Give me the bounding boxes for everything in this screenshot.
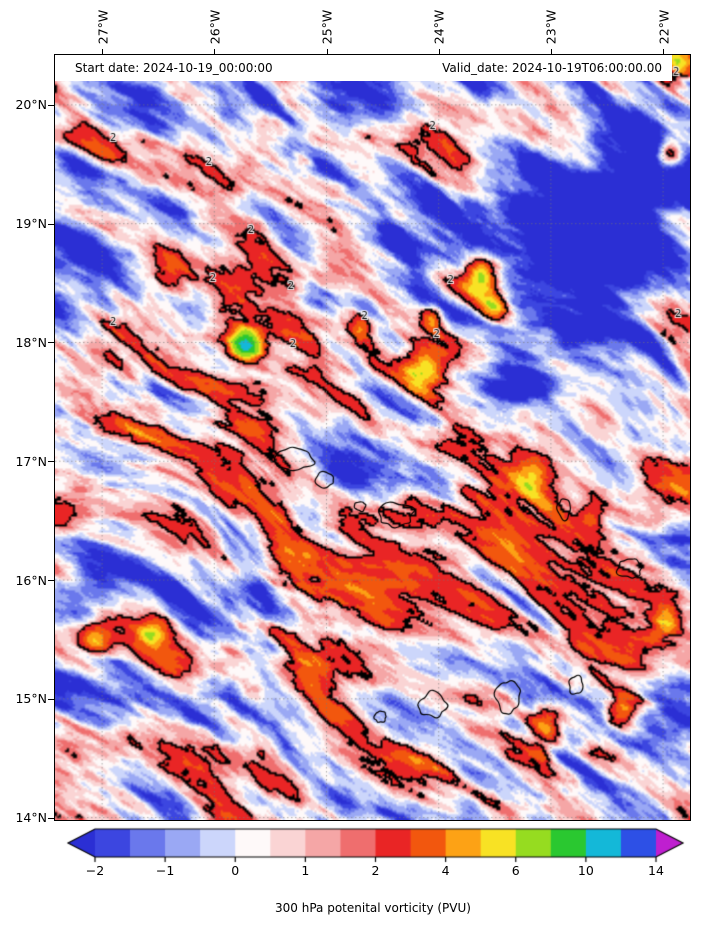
lon-tick-mark [438,49,440,54]
lat-tick-mark [48,817,54,819]
lon-tick-mark [550,49,552,54]
lon-tick-label: 27°W [95,9,111,45]
lon-tick-label: 26°W [207,9,223,45]
map-plot: Start date: 2024-10-19_00:00:00 Valid_da… [54,54,691,821]
colorbar-tick-label: 14 [648,863,664,878]
colorbar-tick-label: 4 [441,863,450,878]
lon-tick-mark [214,49,216,54]
colorbar-tick-label: −2 [85,863,105,878]
lat-tick-mark [48,461,54,463]
colorbar-canvas [0,827,703,867]
lon-tick-label: 25°W [319,9,335,45]
lon-tick-mark [102,49,104,54]
lat-tick-mark [48,342,54,344]
lat-tick-label: 20°N [15,97,47,113]
lat-tick-label: 15°N [15,691,47,707]
colorbar-tick-label: 10 [577,863,594,878]
lon-tick-mark [326,49,328,54]
lon-tick-label: 22°W [656,9,672,45]
colorbar-tick-label: 2 [371,863,380,878]
colorbar-label: 300 hPa potenital vorticity (PVU) [275,901,471,915]
lat-tick-label: 17°N [15,453,47,469]
lat-tick-mark [48,104,54,106]
lat-tick-label: 19°N [15,216,47,232]
pv-field-canvas [55,55,690,820]
lon-tick-label: 23°W [543,9,559,45]
lon-tick-label: 24°W [431,9,447,45]
lon-tick-mark [663,49,665,54]
colorbar-tick-label: −1 [155,863,175,878]
lat-tick-mark [48,223,54,225]
lat-tick-mark [48,580,54,582]
plot-title-bar: Start date: 2024-10-19_00:00:00 Valid_da… [55,55,672,81]
colorbar-tick-label: 1 [301,863,310,878]
lat-tick-label: 16°N [15,572,47,588]
lat-tick-mark [48,698,54,700]
colorbar-tick-label: 6 [511,863,520,878]
lat-tick-label: 18°N [15,334,47,350]
colorbar-tick-label: 0 [231,863,240,878]
lat-tick-label: 14°N [15,810,47,826]
start-date-label: Start date: 2024-10-19_00:00:00 [75,61,273,75]
valid-date-label: Valid_date: 2024-10-19T06:00:00.00 [442,61,662,75]
